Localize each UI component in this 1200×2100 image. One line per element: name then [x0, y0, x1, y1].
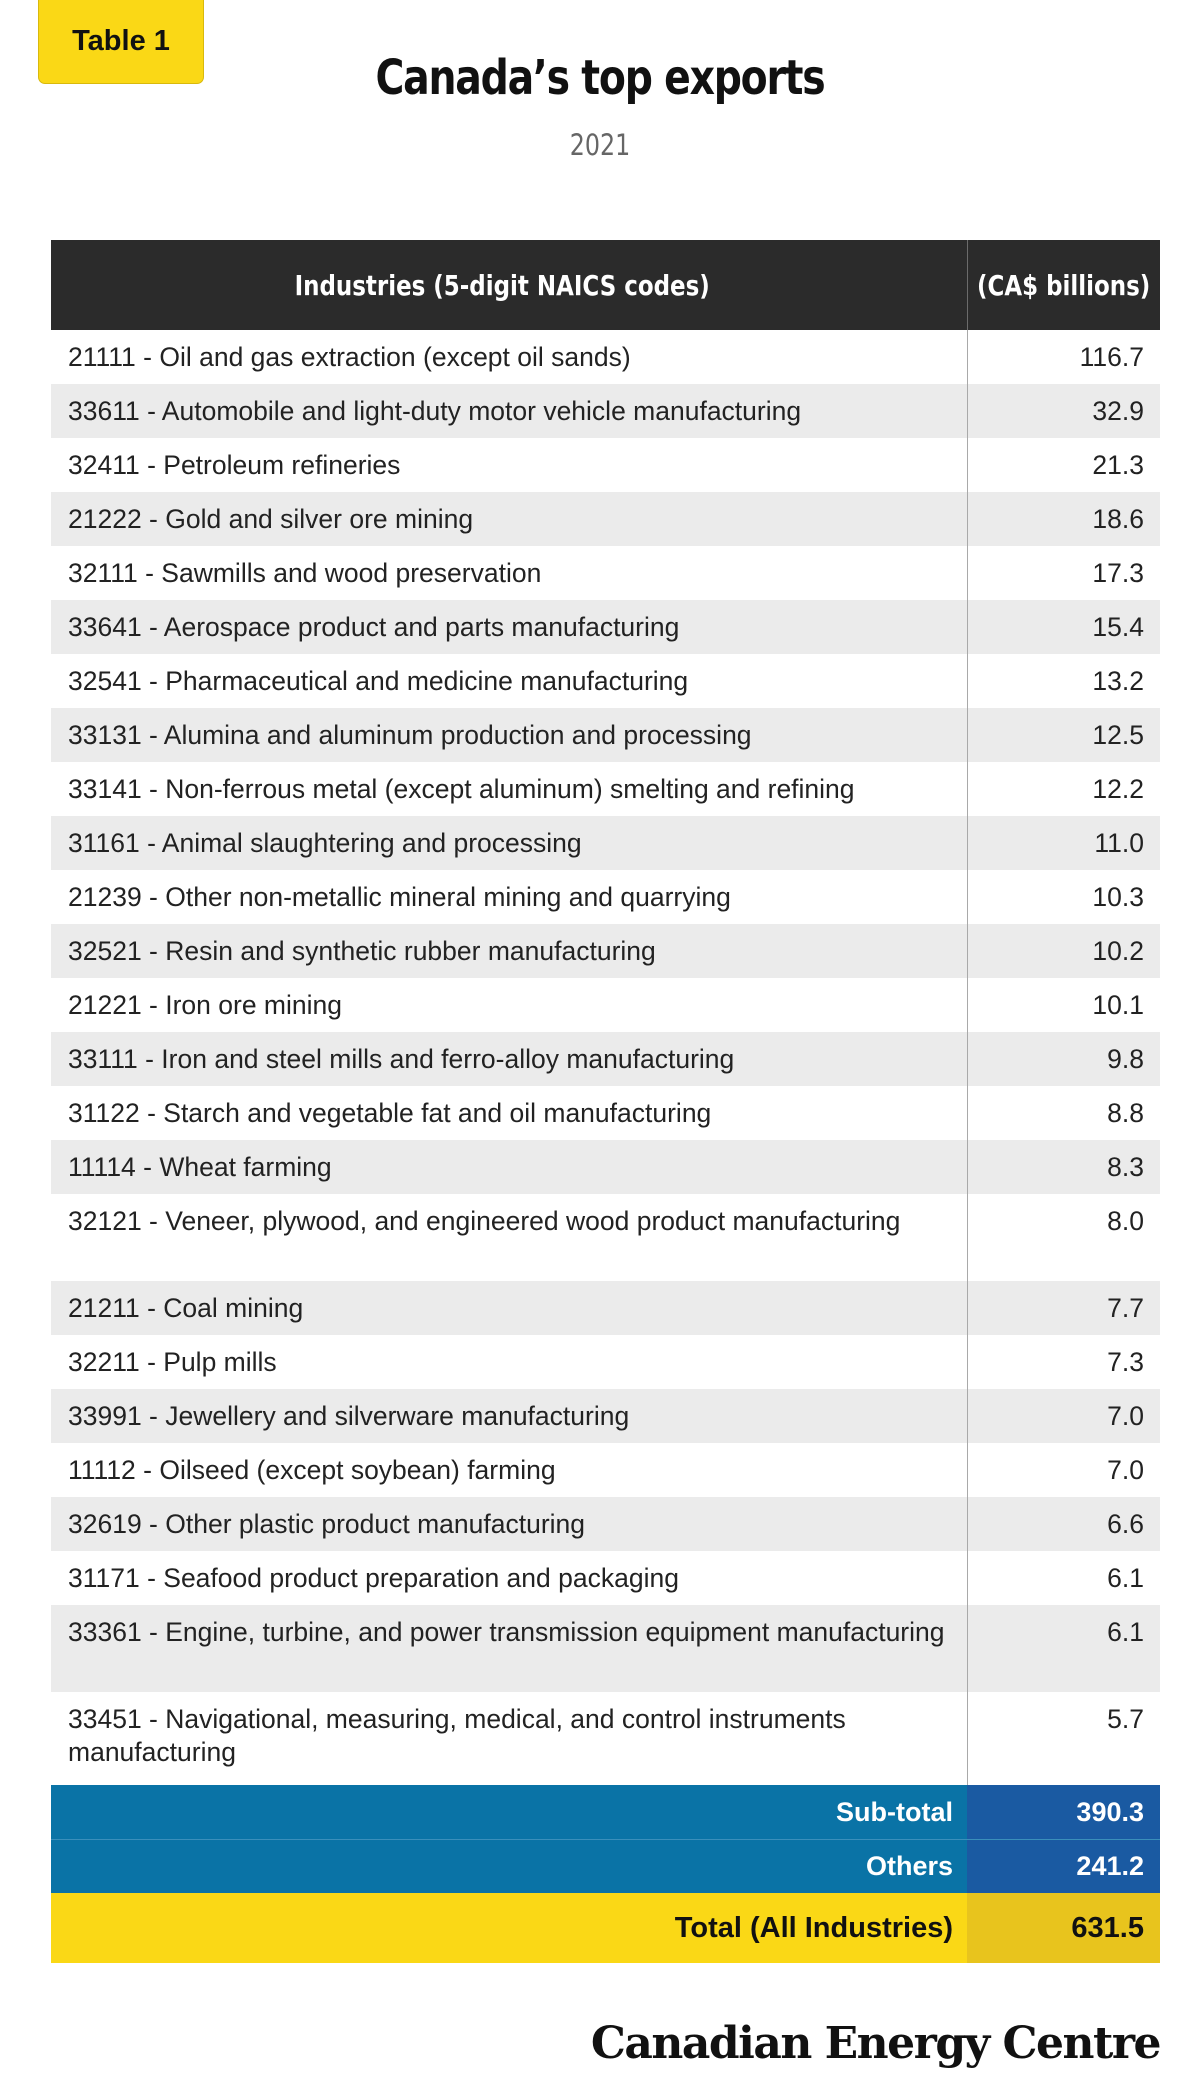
industry-cell: 33131 - Alumina and aluminum production … — [68, 720, 752, 750]
value-cell: 15.4 — [967, 600, 1160, 654]
table-row: 32211 - Pulp mills 7.3 — [51, 1335, 1160, 1389]
table-row: 33141 - Non-ferrous metal (except alumin… — [51, 762, 1160, 816]
table-row: 11114 - Wheat farming 8.3 — [51, 1140, 1160, 1194]
industry-cell: 21221 - Iron ore mining — [68, 990, 342, 1020]
table-row: 33611 - Automobile and light-duty motor … — [51, 384, 1160, 438]
subtotal-value: 390.3 — [967, 1785, 1160, 1839]
table-row: 31161 - Animal slaughtering and processi… — [51, 816, 1160, 870]
industry-cell: 33451 - Navigational, measuring, medical… — [68, 1704, 846, 1767]
total-label: Total (All Industries) — [674, 1911, 953, 1944]
industry-cell: 32111 - Sawmills and wood preservation — [68, 558, 542, 588]
industry-cell: 11112 - Oilseed (except soybean) farming — [68, 1455, 556, 1485]
industry-cell: 33141 - Non-ferrous metal (except alumin… — [68, 774, 855, 804]
value-cell: 8.3 — [967, 1140, 1160, 1194]
subtotal-row: Sub-total 390.3 — [51, 1785, 1160, 1839]
industry-cell: 21111 - Oil and gas extraction (except o… — [68, 342, 631, 372]
industry-cell: 33611 - Automobile and light-duty motor … — [68, 396, 802, 426]
table-row: 31122 - Starch and vegetable fat and oil… — [51, 1086, 1160, 1140]
value-cell: 10.2 — [967, 924, 1160, 978]
industry-cell: 32541 - Pharmaceutical and medicine manu… — [68, 666, 689, 696]
exports-table: Industries (5-digit NAICS codes) (CA$ bi… — [51, 240, 1160, 1963]
source-logo: Canadian Energy Centre — [590, 2018, 1162, 2069]
value-cell: 21.3 — [967, 438, 1160, 492]
table-row: 31171 - Seafood product preparation and … — [51, 1551, 1160, 1605]
value-cell: 8.0 — [967, 1194, 1160, 1281]
others-row: Others 241.2 — [51, 1839, 1160, 1893]
table-row: 33111 - Iron and steel mills and ferro-a… — [51, 1032, 1160, 1086]
page-title: Canada’s top exports — [375, 50, 826, 106]
industry-cell: 21222 - Gold and silver ore mining — [68, 504, 474, 534]
industry-cell: 32521 - Resin and synthetic rubber manuf… — [68, 936, 656, 966]
table-row: 32121 - Veneer, plywood, and engineered … — [51, 1194, 1160, 1281]
value-cell: 17.3 — [967, 546, 1160, 600]
value-cell: 6.6 — [967, 1497, 1160, 1551]
table-row: 21239 - Other non-metallic mineral minin… — [51, 870, 1160, 924]
value-cell: 116.7 — [967, 330, 1160, 384]
total-value: 631.5 — [967, 1893, 1160, 1963]
industry-cell: 21239 - Other non-metallic mineral minin… — [68, 882, 731, 912]
subtotal-label: Sub-total — [836, 1796, 953, 1827]
industry-cell: 32211 - Pulp mills — [68, 1347, 277, 1377]
industry-cell: 31171 - Seafood product preparation and … — [68, 1563, 679, 1593]
industry-cell: 33641 - Aerospace product and parts manu… — [68, 612, 680, 642]
value-cell: 9.8 — [967, 1032, 1160, 1086]
table-row: 33451 - Navigational, measuring, medical… — [51, 1692, 1160, 1785]
value-cell: 6.1 — [967, 1551, 1160, 1605]
table-row: 11112 - Oilseed (except soybean) farming… — [51, 1443, 1160, 1497]
value-cell: 11.0 — [967, 816, 1160, 870]
value-cell: 7.7 — [967, 1281, 1160, 1335]
table-badge: Table 1 — [38, 0, 204, 84]
value-cell: 10.3 — [967, 870, 1160, 924]
table-row: 32111 - Sawmills and wood preservation 17… — [51, 546, 1160, 600]
industry-cell: 33361 - Engine, turbine, and power trans… — [68, 1617, 945, 1647]
column-header-value: (CA$ billions) — [967, 240, 1160, 330]
industry-cell: 32411 - Petroleum refineries — [68, 450, 401, 480]
industry-cell: 31122 - Starch and vegetable fat and oil… — [68, 1098, 712, 1128]
table-row: 33131 - Alumina and aluminum production … — [51, 708, 1160, 762]
total-row: Total (All Industries) 631.5 — [51, 1893, 1160, 1963]
page-subtitle: 2021 — [569, 128, 631, 162]
value-cell: 7.0 — [967, 1389, 1160, 1443]
value-cell: 12.2 — [967, 762, 1160, 816]
industry-cell: 33991 - Jewellery and silverware manufac… — [68, 1401, 630, 1431]
value-cell: 7.0 — [967, 1443, 1160, 1497]
table-row: 21211 - Coal mining 7.7 — [51, 1281, 1160, 1335]
value-cell: 6.1 — [967, 1605, 1160, 1692]
value-cell: 7.3 — [967, 1335, 1160, 1389]
value-cell: 18.6 — [967, 492, 1160, 546]
value-cell: 32.9 — [967, 384, 1160, 438]
table-row: 33991 - Jewellery and silverware manufac… — [51, 1389, 1160, 1443]
table-body: 21111 - Oil and gas extraction (except o… — [51, 330, 1160, 1785]
others-value: 241.2 — [967, 1840, 1160, 1893]
industry-cell: 32121 - Veneer, plywood, and engineered … — [68, 1206, 901, 1236]
table-row: 33361 - Engine, turbine, and power trans… — [51, 1605, 1160, 1692]
value-cell: 8.8 — [967, 1086, 1160, 1140]
others-label: Others — [865, 1851, 953, 1881]
value-cell: 13.2 — [967, 654, 1160, 708]
table-row: 32411 - Petroleum refineries 21.3 — [51, 438, 1160, 492]
table-row: 33641 - Aerospace product and parts manu… — [51, 600, 1160, 654]
value-cell: 10.1 — [967, 978, 1160, 1032]
table-row: 21111 - Oil and gas extraction (except o… — [51, 330, 1160, 384]
table-row: 21221 - Iron ore mining 10.1 — [51, 978, 1160, 1032]
table-header: Industries (5-digit NAICS codes) (CA$ bi… — [51, 240, 1160, 330]
table-row: 32619 - Other plastic product manufactur… — [51, 1497, 1160, 1551]
value-cell: 12.5 — [967, 708, 1160, 762]
value-cell: 5.7 — [967, 1692, 1160, 1785]
column-header-industries: Industries (5-digit NAICS codes) — [294, 268, 710, 302]
industry-cell: 21211 - Coal mining — [68, 1293, 304, 1323]
industry-cell: 32619 - Other plastic product manufactur… — [68, 1509, 586, 1539]
table-row: 32521 - Resin and synthetic rubber manuf… — [51, 924, 1160, 978]
industry-cell: 33111 - Iron and steel mills and ferro-a… — [68, 1044, 735, 1074]
industry-cell: 11114 - Wheat farming — [68, 1152, 332, 1182]
table-row: 21222 - Gold and silver ore mining 18.6 — [51, 492, 1160, 546]
table-row: 32541 - Pharmaceutical and medicine manu… — [51, 654, 1160, 708]
industry-cell: 31161 - Animal slaughtering and processi… — [68, 828, 582, 858]
